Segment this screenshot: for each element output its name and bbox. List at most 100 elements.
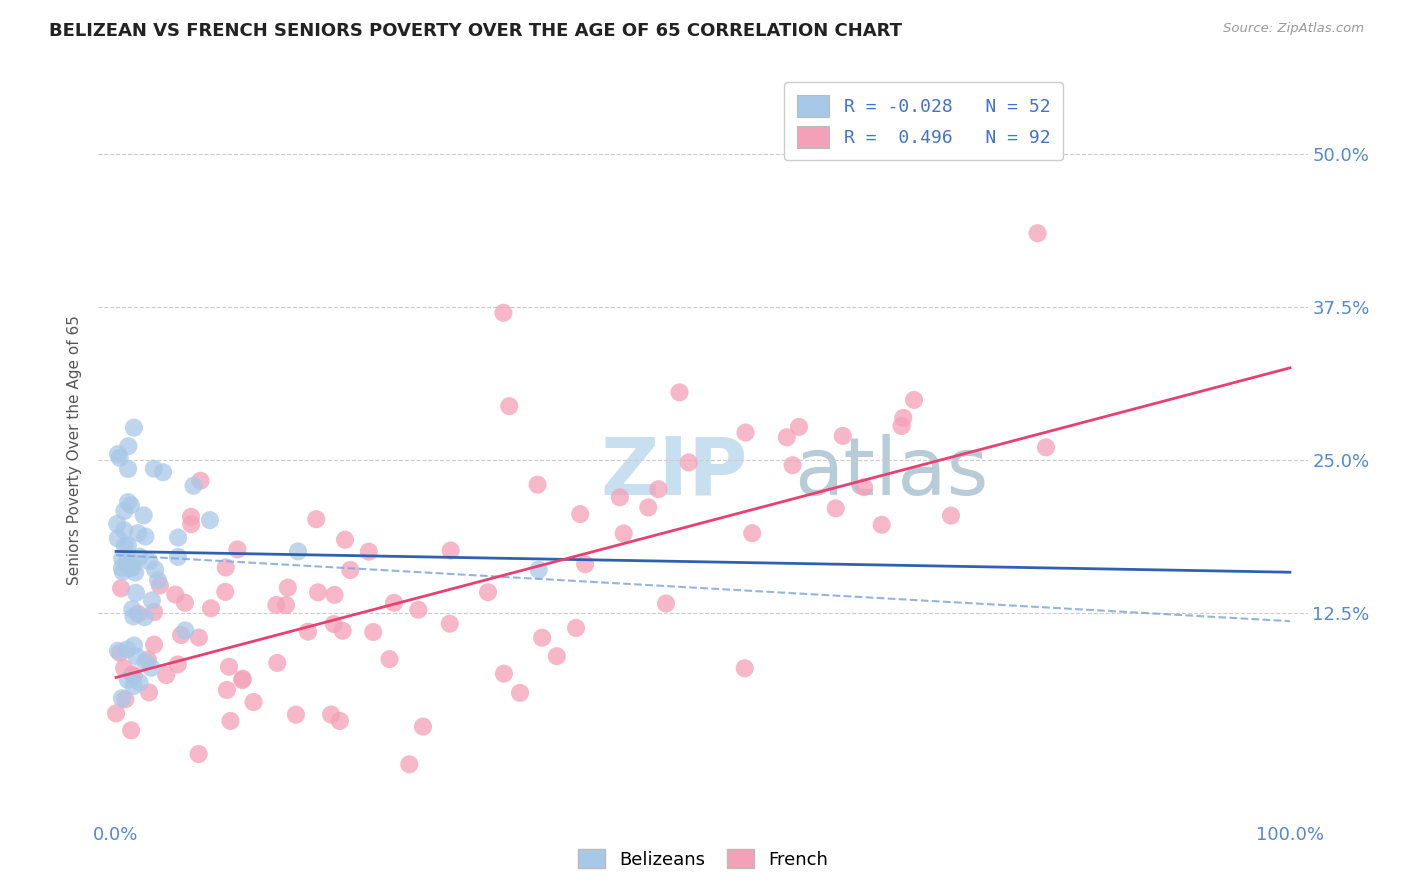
Point [111,565,134,579]
Point [128,549,150,564]
Point [527,563,550,577]
Point [114,539,136,553]
Point [242,695,264,709]
Point [122,679,145,693]
Point [782,458,804,473]
Point [215,560,238,574]
Point [852,480,875,494]
Point [174,596,197,610]
Point [143,563,166,577]
Point [134,655,156,669]
Point [440,543,463,558]
Point [105,706,128,721]
Point [117,462,139,476]
Point [526,477,548,491]
Point [152,465,174,479]
Point [382,596,405,610]
Point [165,588,187,602]
Point [117,673,139,687]
Point [307,585,329,599]
Point [136,652,159,666]
Point [121,561,143,575]
Point [112,504,135,518]
Point [124,566,146,580]
Point [284,707,307,722]
Point [114,692,136,706]
Point [1035,440,1057,454]
Point [492,306,515,320]
Point [111,551,134,566]
Point [112,524,135,538]
Point [125,586,148,600]
Point [121,667,143,681]
Point [232,672,254,686]
Point [117,495,139,509]
Point [498,399,520,413]
Y-axis label: Seniors Poverty Over the Age of 65: Seniors Poverty Over the Age of 65 [67,316,83,585]
Point [143,605,166,619]
Point [734,425,756,440]
Point [215,682,238,697]
Point [187,631,209,645]
Point [412,720,434,734]
Point [128,675,150,690]
Point [787,420,810,434]
Point [647,482,669,496]
Point [108,646,131,660]
Point [134,610,156,624]
Point [668,385,690,400]
Text: Source: ZipAtlas.com: Source: ZipAtlas.com [1223,22,1364,36]
Point [266,598,288,612]
Point [111,691,134,706]
Point [141,661,163,675]
Point [565,621,588,635]
Point [231,673,253,687]
Point [183,479,205,493]
Point [108,450,131,465]
Point [398,757,420,772]
Text: atlas: atlas [793,434,988,512]
Point [408,603,430,617]
Point [218,660,240,674]
Point [121,560,143,574]
Point [741,526,763,541]
Point [939,508,962,523]
Point [138,685,160,699]
Point [167,531,190,545]
Point [678,455,700,469]
Point [198,513,221,527]
Point [122,609,145,624]
Point [143,638,166,652]
Point [219,714,242,728]
Point [132,508,155,523]
Point [170,628,193,642]
Point [329,714,352,728]
Point [287,544,309,558]
Point [125,649,148,664]
Point [187,747,209,761]
Point [492,666,515,681]
Point [112,661,135,675]
Point [322,617,344,632]
Point [509,686,531,700]
Point [127,607,149,621]
Point [477,585,499,599]
Point [200,601,222,615]
Point [146,574,169,588]
Point [870,517,893,532]
Point [226,542,249,557]
Point [266,656,288,670]
Legend: R = -0.028   N = 52, R =  0.496   N = 92: R = -0.028 N = 52, R = 0.496 N = 92 [785,82,1063,161]
Point [890,419,912,434]
Point [180,509,202,524]
Point [831,429,853,443]
Point [903,392,925,407]
Point [1026,226,1049,240]
Text: ZIP: ZIP [600,434,748,512]
Point [569,507,592,521]
Point [609,490,631,504]
Point [134,530,156,544]
Point [333,533,356,547]
Point [114,556,136,570]
Point [122,639,145,653]
